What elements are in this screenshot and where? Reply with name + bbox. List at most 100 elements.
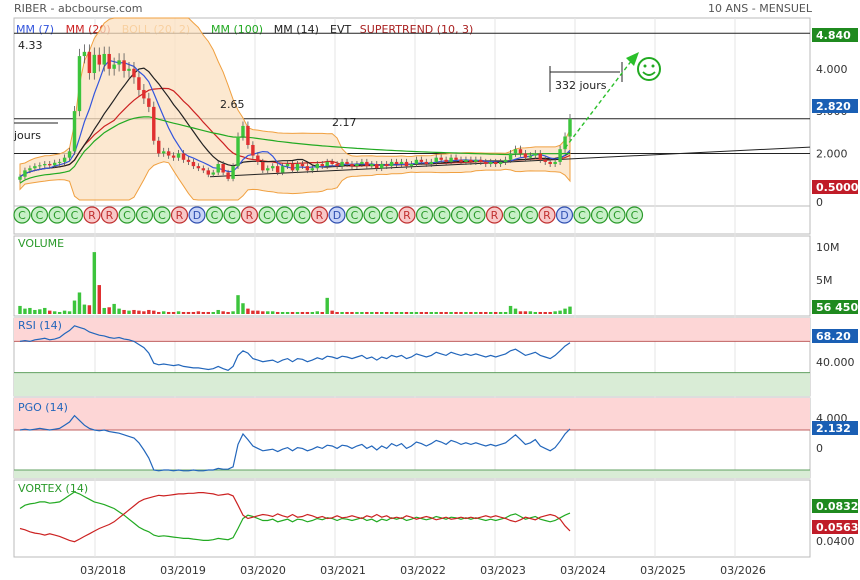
candle-body [489, 161, 493, 165]
signal-marker-label: R [403, 209, 411, 222]
volume-bar [518, 311, 523, 314]
volume-bar [236, 295, 240, 314]
volume-bar [196, 311, 201, 314]
candle-body [216, 164, 220, 173]
candle-body [360, 161, 364, 165]
volume-bar [23, 308, 27, 314]
signal-marker-label: R [176, 209, 184, 222]
volume-bar [533, 311, 538, 314]
volume-bar [122, 309, 126, 314]
volume-bar [429, 311, 433, 314]
volume-bar [33, 309, 37, 314]
candle-body [266, 168, 270, 171]
candle-body [181, 153, 186, 160]
candle-body [449, 157, 453, 162]
candle-body [246, 125, 250, 145]
signal-marker-label: C [438, 209, 446, 222]
vortex-plus-tag-bg [812, 499, 858, 513]
volume-bar [290, 311, 295, 314]
signal-marker [625, 206, 644, 224]
legend-item: MM (14) [274, 23, 319, 36]
volume-bar [479, 311, 483, 314]
volume-bar [102, 307, 106, 314]
signal-marker [520, 206, 539, 224]
support-price-tag: 0.5000 [816, 181, 859, 194]
candle-body [117, 60, 121, 65]
signal-marker-label: C [18, 209, 26, 222]
candle-body [275, 166, 280, 173]
signal-marker-label: C [228, 209, 236, 222]
candle-body [513, 149, 518, 154]
candle-body [548, 161, 552, 165]
candle-body [503, 159, 508, 162]
volume-bar [67, 311, 72, 314]
candle-body [77, 56, 82, 112]
volume-bar [132, 309, 136, 314]
price-tick-label: 2.000 [816, 147, 848, 160]
candle-body [251, 144, 255, 156]
candle-body [107, 53, 111, 69]
volume-bar [439, 311, 443, 314]
signal-marker [608, 206, 626, 224]
signal-marker-label: C [71, 209, 79, 222]
volume-bar [127, 310, 131, 314]
candle-body [82, 51, 87, 57]
signal-marker-label: C [158, 209, 166, 222]
volume-bar [459, 311, 463, 314]
volume-bar [211, 311, 215, 314]
volume-bar [216, 309, 220, 314]
candle-body [543, 159, 547, 162]
signal-marker [30, 206, 49, 224]
signal-marker [83, 206, 101, 224]
source-label: RIBER - abcbourse.com [14, 2, 143, 15]
volume-label: VOLUME [18, 237, 64, 250]
candle-body [231, 166, 235, 179]
candle-body [325, 161, 329, 167]
signal-marker [205, 206, 224, 224]
resistance-price-tag: 4.840 [816, 29, 851, 42]
signal-marker-label: C [36, 209, 44, 222]
legend-item: EVT [330, 23, 351, 36]
vortex-plus-line [19, 491, 571, 541]
signal-marker [380, 206, 399, 224]
level-mid-label: 2.65 [220, 98, 245, 111]
signal-marker-label: R [88, 209, 96, 222]
x-tick-label: 03/2023 [480, 564, 526, 577]
rsi-last-tag-bg [812, 329, 858, 343]
candle-body [498, 161, 503, 165]
pgo-oversold-zone [14, 470, 810, 478]
volume-bar [176, 311, 181, 314]
candle-body [345, 161, 349, 165]
candle-body [48, 164, 52, 166]
candle-body [493, 161, 498, 165]
signal-marker-label: R [543, 209, 551, 222]
candle-body [92, 54, 97, 74]
volume-bar [300, 311, 305, 314]
signal-marker [135, 206, 154, 224]
candle-body [389, 161, 394, 167]
candle-body [23, 170, 27, 177]
volume-bar [171, 311, 176, 314]
signal-marker [48, 206, 66, 224]
volume-bar [157, 311, 161, 314]
candle-body [157, 140, 161, 154]
candle-body [508, 153, 513, 160]
volume-bar [87, 305, 92, 314]
signal-marker [485, 206, 504, 224]
candle-body [33, 166, 37, 169]
volume-tick-label: 10M [816, 241, 840, 254]
signal-marker [310, 206, 329, 224]
signal-marker [118, 206, 136, 224]
signal-marker [223, 206, 241, 224]
candle-body [18, 176, 22, 180]
candle-body [533, 153, 538, 156]
rsi-line [19, 325, 571, 371]
signal-marker-label: C [281, 209, 289, 222]
volume-bar [568, 306, 572, 314]
candle-body [122, 60, 126, 71]
level-high-label: 4.33 [18, 39, 43, 52]
volume-bar [469, 311, 473, 314]
candle-body [379, 164, 384, 169]
volume-bar [414, 311, 419, 314]
signal-marker-label: C [578, 209, 586, 222]
